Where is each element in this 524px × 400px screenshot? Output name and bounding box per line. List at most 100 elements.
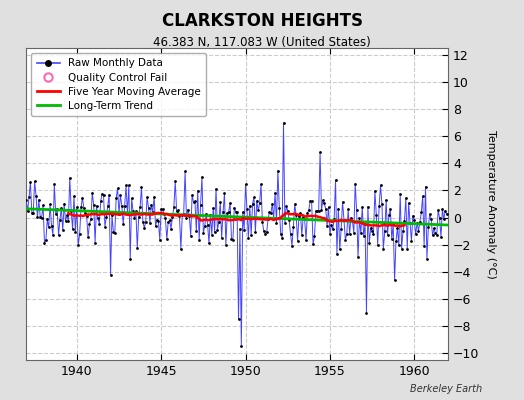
Point: [329, 226, 337, 232]
Point: [243, 206, 251, 212]
Point: [416, 219, 424, 225]
Point: [139, 219, 147, 226]
Point: [33, 214, 41, 221]
Point: [168, 214, 177, 220]
Point: [300, 215, 309, 222]
Point: [359, 232, 368, 239]
Point: [195, 237, 203, 243]
Point: [253, 198, 261, 204]
Point: [181, 168, 189, 175]
Point: [47, 222, 56, 229]
Point: [60, 200, 68, 207]
Point: [410, 217, 419, 224]
Point: [372, 212, 380, 218]
Point: [310, 233, 319, 240]
Point: [264, 216, 272, 223]
Point: [330, 216, 339, 222]
Y-axis label: Temperature Anomaly (°C): Temperature Anomaly (°C): [486, 130, 496, 278]
Point: [292, 212, 300, 219]
Point: [35, 196, 43, 203]
Point: [122, 182, 130, 189]
Point: [406, 220, 414, 227]
Point: [136, 204, 144, 210]
Point: [154, 218, 162, 224]
Point: [434, 206, 442, 213]
Point: [119, 221, 127, 227]
Point: [227, 235, 236, 242]
Point: [95, 220, 104, 227]
Point: [281, 220, 289, 226]
Point: [350, 230, 358, 236]
Point: [51, 211, 60, 217]
Point: [388, 236, 396, 242]
Point: [112, 195, 121, 201]
Point: [393, 224, 401, 231]
Point: [192, 228, 201, 234]
Point: [278, 234, 286, 241]
Point: [380, 228, 389, 234]
Point: [56, 216, 64, 223]
Point: [153, 216, 161, 223]
Point: [88, 190, 96, 196]
Point: [137, 184, 146, 190]
Point: [341, 237, 350, 243]
Point: [187, 232, 195, 239]
Point: [184, 206, 192, 213]
Point: [353, 207, 361, 214]
Point: [337, 226, 345, 232]
Point: [331, 177, 340, 183]
Point: [351, 180, 359, 187]
Point: [257, 181, 265, 188]
Point: [130, 215, 139, 222]
Point: [267, 210, 275, 216]
Point: [316, 149, 324, 155]
Point: [108, 212, 116, 218]
Point: [295, 213, 303, 220]
Point: [77, 204, 85, 210]
Point: [177, 245, 185, 252]
Point: [319, 197, 327, 204]
Point: [143, 194, 151, 200]
Point: [54, 232, 63, 238]
Point: [156, 236, 164, 243]
Point: [250, 194, 258, 200]
Point: [147, 201, 156, 208]
Point: [420, 243, 428, 249]
Point: [189, 199, 198, 205]
Point: [217, 235, 226, 241]
Point: [212, 186, 220, 192]
Point: [71, 229, 80, 235]
Text: 46.383 N, 117.083 W (United States): 46.383 N, 117.083 W (United States): [153, 36, 371, 49]
Point: [202, 211, 210, 217]
Point: [303, 210, 312, 216]
Point: [96, 198, 105, 204]
Point: [67, 208, 75, 214]
Point: [36, 214, 45, 221]
Point: [26, 179, 35, 185]
Point: [320, 200, 329, 207]
Point: [170, 204, 178, 210]
Point: [347, 214, 355, 221]
Point: [279, 120, 288, 126]
Point: [82, 213, 91, 220]
Point: [206, 212, 215, 218]
Point: [203, 222, 212, 228]
Point: [312, 208, 320, 214]
Point: [236, 226, 244, 232]
Point: [116, 192, 125, 198]
Point: [70, 193, 78, 199]
Point: [293, 238, 302, 244]
Point: [438, 206, 446, 212]
Point: [113, 185, 122, 192]
Point: [265, 209, 274, 215]
Point: [223, 210, 232, 216]
Point: [386, 206, 395, 212]
Point: [222, 242, 230, 248]
Point: [354, 254, 362, 260]
Point: [171, 178, 179, 184]
Point: [333, 250, 341, 257]
Point: [376, 182, 385, 188]
Point: [185, 212, 193, 219]
Point: [291, 201, 299, 207]
Point: [172, 208, 181, 215]
